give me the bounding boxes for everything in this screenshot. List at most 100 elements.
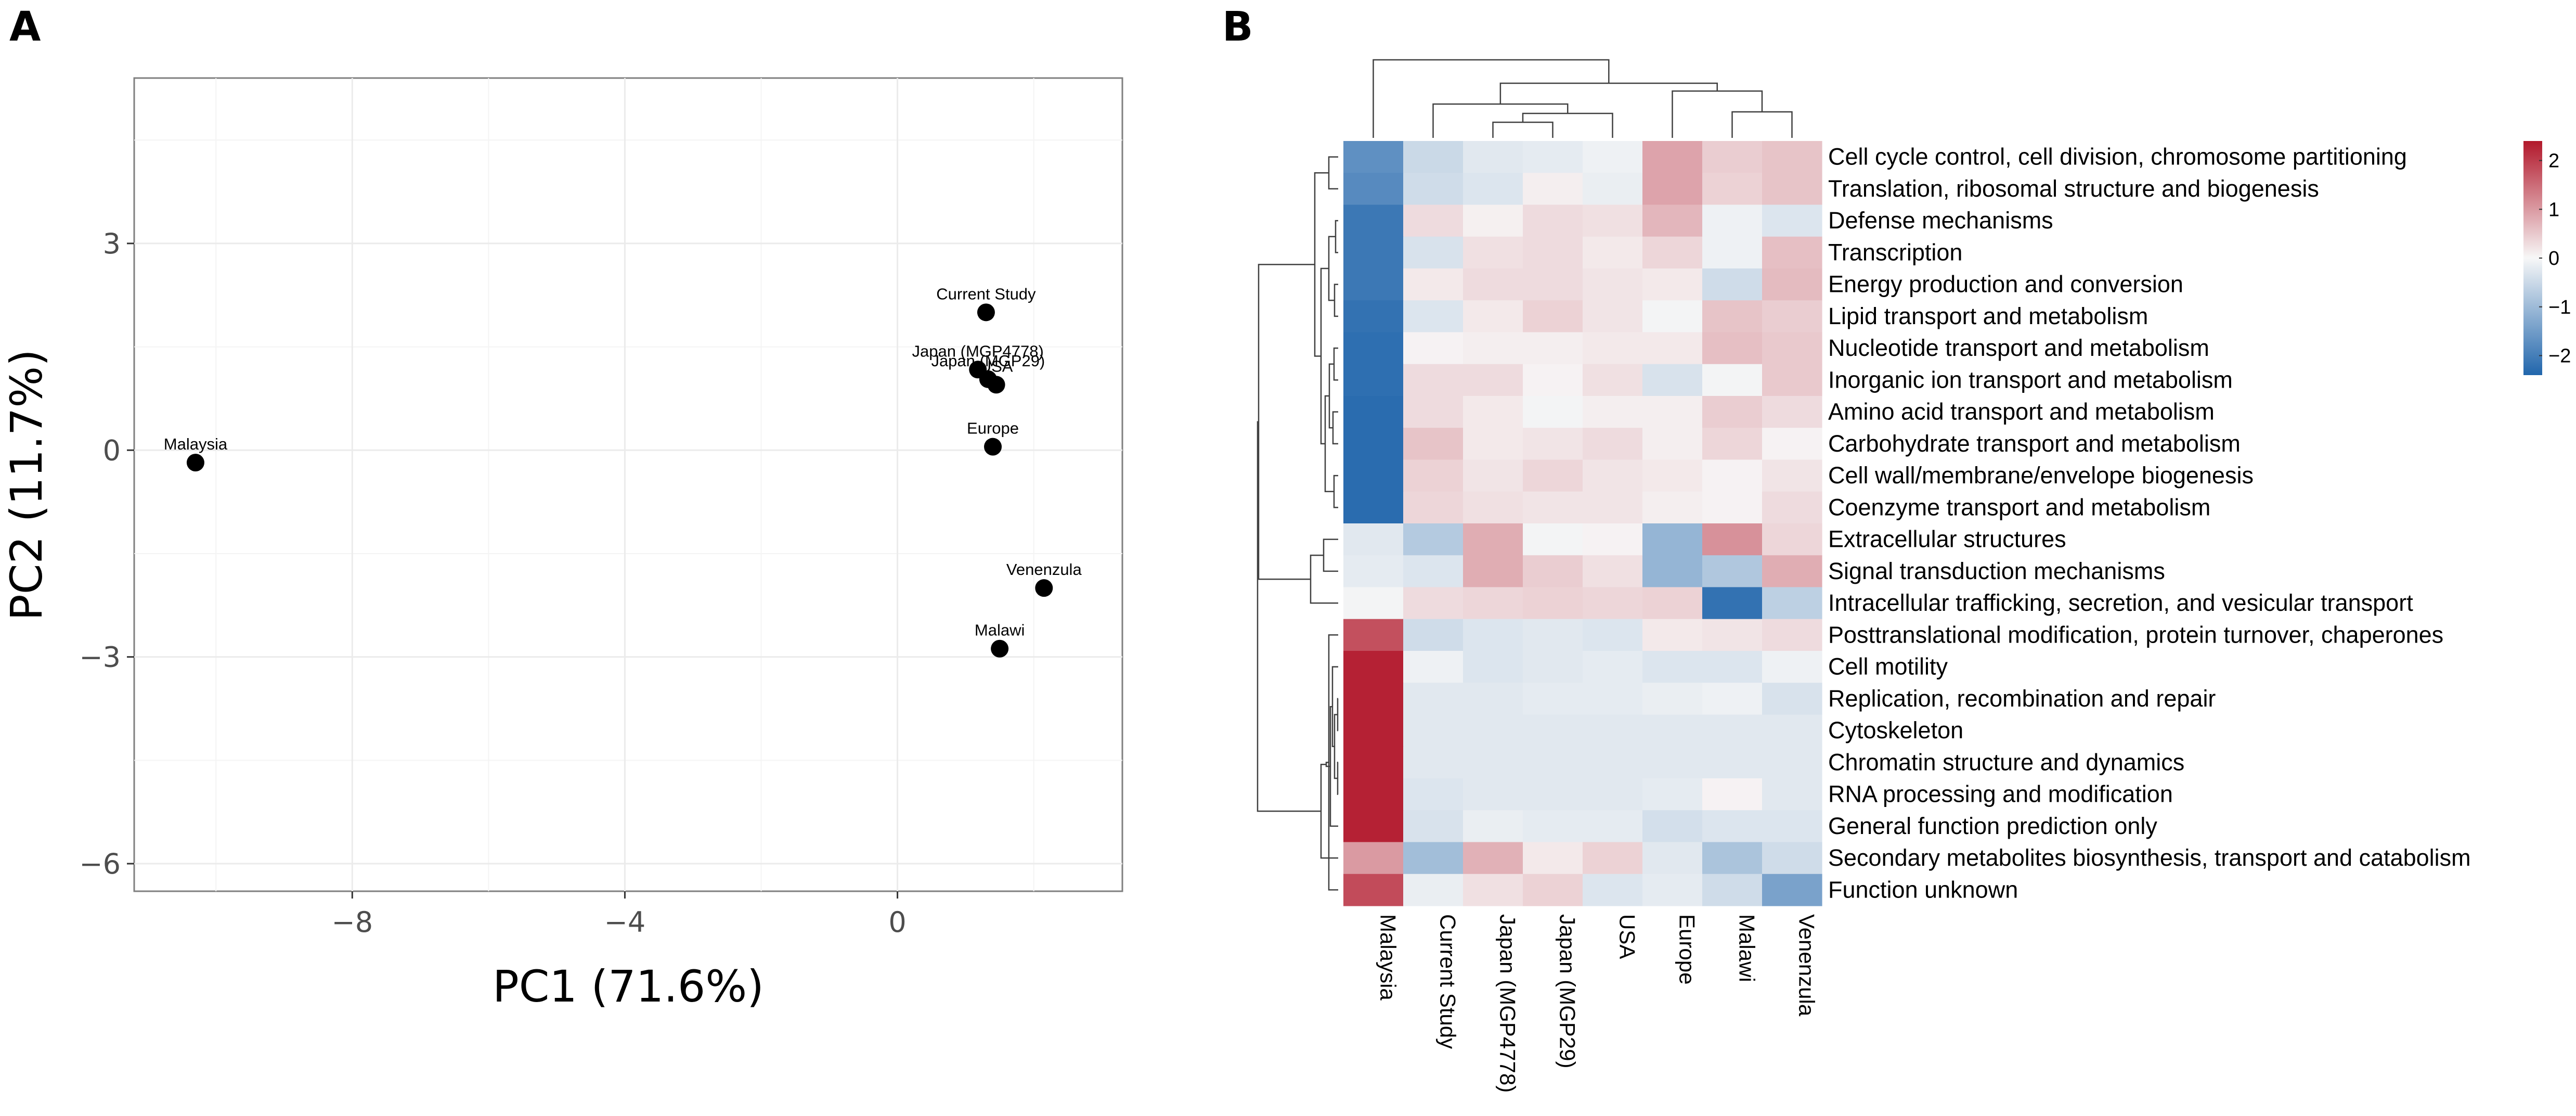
heat-cell <box>1523 141 1583 173</box>
row-label: Transcription <box>1828 239 1962 265</box>
heat-cell <box>1343 714 1404 747</box>
dendrogram-branch <box>1328 156 1338 190</box>
heat-cell <box>1403 459 1464 492</box>
heat-cell <box>1642 141 1703 173</box>
column-label: Current Study <box>1436 914 1460 1049</box>
heat-cell <box>1583 619 1643 651</box>
heat-cell <box>1702 491 1763 524</box>
heat-cell <box>1523 842 1583 875</box>
heat-cell <box>1642 651 1703 683</box>
heat-cell <box>1463 523 1523 556</box>
heat-cell <box>1762 587 1822 620</box>
heat-cell <box>1523 173 1583 206</box>
heat-cell <box>1343 459 1404 492</box>
column-label: Japan (MGP29) <box>1556 914 1580 1068</box>
row-label: Secondary metabolites biosynthesis, tran… <box>1828 844 2471 871</box>
heat-cell <box>1642 364 1703 396</box>
heat-cell <box>1583 141 1643 173</box>
point-label-current-study: Current Study <box>936 285 1036 303</box>
row-label: Signal transduction mechanisms <box>1828 558 2165 584</box>
heat-cell <box>1463 364 1523 396</box>
heat-cell <box>1642 874 1703 906</box>
heat-cell <box>1523 746 1583 779</box>
dendrogram-branch <box>1522 112 1613 138</box>
heat-cell <box>1463 651 1523 683</box>
point-venenzula <box>1035 579 1053 597</box>
row-label: Defense mechanisms <box>1828 207 2053 234</box>
row-label: Replication, recombination and repair <box>1828 685 2216 712</box>
heat-cell <box>1463 842 1523 875</box>
heat-cell <box>1403 555 1464 588</box>
heat-cell <box>1463 428 1523 460</box>
heat-cell <box>1702 746 1763 779</box>
heat-cell <box>1583 491 1643 524</box>
dendrogram-branch <box>1314 172 1329 357</box>
heat-cell <box>1463 459 1523 492</box>
point-europe <box>984 438 1002 456</box>
heat-cell <box>1463 555 1523 588</box>
point-label-malawi: Malawi <box>975 621 1025 639</box>
heat-cell <box>1762 396 1822 428</box>
dendrogram-branch <box>1333 474 1338 508</box>
heat-cell <box>1583 842 1643 875</box>
row-label: General function prediction only <box>1828 813 2157 839</box>
heat-cell <box>1583 173 1643 206</box>
heat-cell <box>1642 491 1703 524</box>
heat-cell <box>1403 141 1464 173</box>
heat-cell <box>1403 491 1464 524</box>
row-label: Function unknown <box>1828 876 2018 903</box>
dendrogram-branch <box>1672 90 1763 138</box>
heat-cell <box>1463 300 1523 333</box>
heat-cell <box>1403 778 1464 811</box>
heat-cell <box>1343 141 1404 173</box>
pca-scatter-plot: −8 −4 0 3 0 −3 −6 Malaysia Current Study Japan (… <box>1 77 1123 1012</box>
column-label: Venenzula <box>1795 914 1819 1017</box>
row-label: Energy production and conversion <box>1828 271 2183 298</box>
dendrogram-branch <box>1258 264 1315 580</box>
row-label: Extracellular structures <box>1828 526 2066 553</box>
row-label: Intracellular trafficking, secretion, an… <box>1828 589 2413 616</box>
heat-cell <box>1403 300 1464 333</box>
heat-cell <box>1583 204 1643 237</box>
heat-cell <box>1343 778 1404 811</box>
heat-cell <box>1702 204 1763 237</box>
dendrogram-branch <box>1499 82 1718 104</box>
heat-cell <box>1463 587 1523 620</box>
x-tick-label: 0 <box>888 906 906 939</box>
heat-cell <box>1642 523 1703 556</box>
heat-cell <box>1762 332 1822 365</box>
heat-cell <box>1403 332 1464 365</box>
heat-cell <box>1523 523 1583 556</box>
legend-tick-label: 0 <box>2548 248 2559 270</box>
row-dendrogram <box>1257 156 1339 891</box>
heat-cell <box>1583 268 1643 301</box>
dendrogram-branch <box>1332 411 1338 445</box>
heat-cell <box>1523 555 1583 588</box>
heat-cell <box>1583 714 1643 747</box>
heat-cell <box>1702 268 1763 301</box>
heat-cell <box>1642 778 1703 811</box>
heat-cell <box>1583 428 1643 460</box>
heat-cell <box>1762 874 1822 906</box>
heat-cell <box>1702 428 1763 460</box>
heat-cell <box>1583 555 1643 588</box>
y-axis-title: PC2 (11.7%) <box>1 349 52 621</box>
heat-cell <box>1403 204 1464 237</box>
row-label: Chromatin structure and dynamics <box>1828 749 2184 775</box>
heat-cell <box>1702 842 1763 875</box>
heat-cell <box>1583 236 1643 269</box>
heat-cell <box>1523 204 1583 237</box>
dendrogram-branch <box>1492 121 1554 138</box>
legend-tick-label: −2 <box>2548 345 2571 367</box>
heat-cell <box>1583 459 1643 492</box>
heat-cell <box>1642 810 1703 843</box>
heat-cell <box>1343 651 1404 683</box>
heat-cell <box>1762 523 1822 556</box>
dendrogram-branch <box>1373 59 1610 138</box>
heat-cell <box>1523 491 1583 524</box>
point-current-study <box>977 303 995 322</box>
point-malaysia <box>186 454 204 472</box>
heat-cell <box>1403 173 1464 206</box>
heat-cell <box>1762 268 1822 301</box>
column-label: USA <box>1615 914 1640 959</box>
